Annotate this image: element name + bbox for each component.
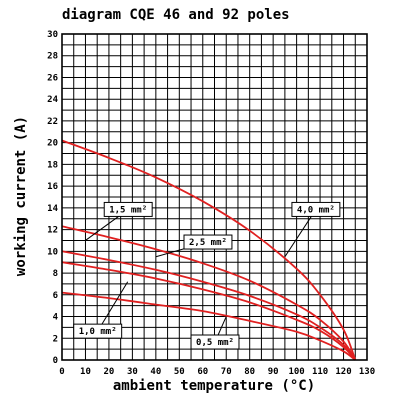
series-line-0 — [61, 139, 357, 361]
annotation-label: 2,5 mm² — [189, 238, 227, 248]
y-tick-label: 22 — [47, 117, 58, 127]
y-tick-label: 18 — [47, 160, 58, 170]
x-tick-label: 80 — [244, 367, 255, 377]
x-tick-label: 40 — [150, 367, 161, 377]
x-tick-label: 100 — [288, 367, 304, 377]
annotation-box — [103, 201, 153, 217]
x-axis-label: ambient temperature (°C) — [113, 378, 315, 394]
annotation-label: 0,5 mm² — [196, 338, 234, 348]
x-tick-label: 20 — [104, 367, 115, 377]
curves — [61, 139, 357, 361]
y-tick-label: 10 — [47, 247, 58, 257]
annotation-2: 4,0 mm² — [284, 201, 341, 258]
y-tick-label: 12 — [47, 226, 58, 236]
x-tick-label: 120 — [335, 367, 351, 377]
y-tick-label: 0 — [53, 356, 58, 366]
annotation-box — [73, 323, 123, 339]
x-tick-label: 130 — [359, 367, 375, 377]
annotation-leader — [97, 281, 129, 332]
annotations: 1,5 mm² 2,5 mm² 4,0 mm² 1,0 mm² 0,5 mm² — [73, 201, 341, 350]
y-tick-label: 4 — [53, 313, 59, 323]
x-tick-label: 30 — [127, 367, 138, 377]
x-tick-label: 60 — [197, 367, 208, 377]
y-tick-label: 2 — [53, 334, 58, 344]
annotation-4: 0,5 mm² — [190, 316, 240, 350]
annotation-leader — [284, 209, 317, 258]
y-tick-label: 6 — [53, 291, 58, 301]
x-tick-labels: 0 10 20 30 40 50 60 70 80 90 100 110 120 130 — [59, 367, 375, 377]
x-tick-label: 90 — [268, 367, 279, 377]
annotation-1: 2,5 mm² — [155, 234, 233, 258]
plot-frame — [61, 33, 368, 361]
annotation-0: 1,5 mm² — [85, 201, 153, 241]
y-axis-label: working current (A) — [13, 116, 29, 276]
annotation-box — [183, 234, 233, 250]
series-line-1 — [61, 225, 357, 361]
x-tick-label: 0 — [59, 367, 64, 377]
annotation-box — [190, 334, 240, 350]
x-tick-label: 110 — [312, 367, 328, 377]
x-tick-label: 70 — [221, 367, 232, 377]
annotation-box — [291, 201, 341, 217]
y-tick-label: 16 — [47, 182, 58, 192]
y-tick-label: 28 — [47, 52, 58, 62]
series-line-3 — [61, 261, 356, 361]
series-line-4 — [61, 291, 356, 361]
y-tick-label: 26 — [47, 73, 58, 83]
annotation-label: 1,5 mm² — [109, 205, 147, 215]
series-line-2 — [61, 250, 357, 361]
annotation-label: 1,0 mm² — [79, 327, 117, 337]
y-tick-label: 24 — [47, 95, 58, 105]
grid — [61, 33, 368, 361]
y-tick-label: 8 — [53, 269, 58, 279]
x-tick-label: 10 — [80, 367, 91, 377]
annotation-3: 1,0 mm² — [73, 281, 129, 339]
x-tick-label: 50 — [174, 367, 185, 377]
y-tick-label: 20 — [47, 139, 58, 149]
y-tick-label: 30 — [47, 30, 58, 40]
annotation-label: 4,0 mm² — [297, 205, 335, 215]
y-tick-label: 14 — [47, 204, 58, 214]
chart-title: diagram CQE 46 and 92 poles — [62, 7, 290, 23]
